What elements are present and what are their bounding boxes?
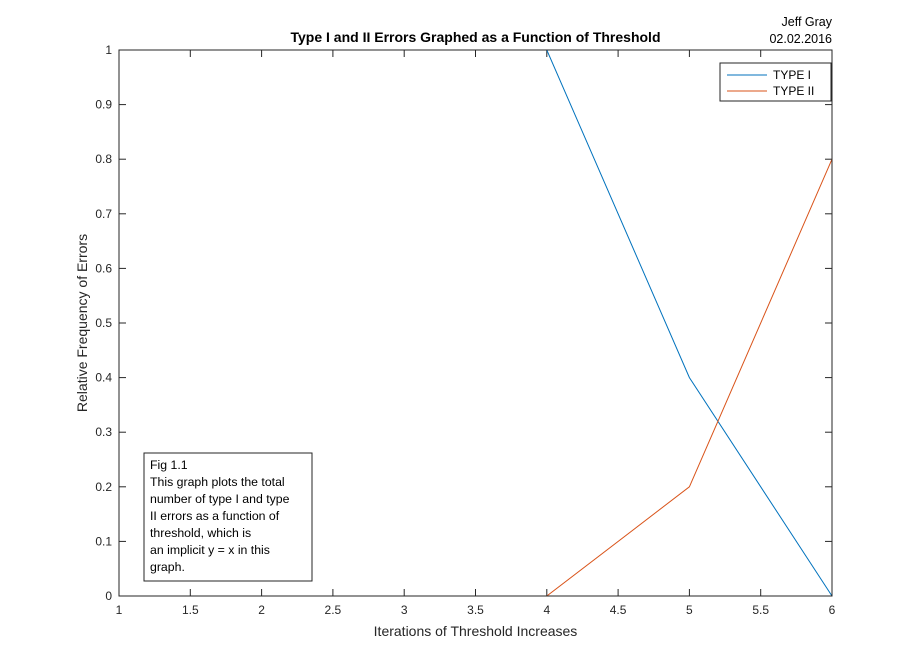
- y-tick-label: 0.2: [95, 480, 112, 494]
- annotation-line: graph.: [150, 560, 185, 574]
- legend-box: [719, 62, 832, 102]
- x-tick-label: 5.5: [752, 603, 769, 617]
- y-tick-label: 0.1: [95, 534, 112, 548]
- y-tick-label: 0.7: [95, 207, 112, 221]
- annotation-line: This graph plots the total: [150, 475, 285, 489]
- x-tick-label: 2: [258, 603, 265, 617]
- y-tick-label: 0: [105, 589, 112, 603]
- axis-ticks: 1 1.5 2 2.5 3 3.5 4 4.5 5 5.5 6 0 0.1 0.2 0.3 0.4 0.5 0.6…: [95, 43, 835, 617]
- x-tick-label: 4.5: [610, 603, 627, 617]
- x-tick-label: 4: [543, 603, 550, 617]
- annotation-frame: [143, 452, 313, 582]
- y-tick-label: 0.3: [95, 425, 112, 439]
- annotation-box: Fig 1.1 This graph plots the total numbe…: [143, 452, 313, 582]
- annotation-line: II errors as a function of: [150, 509, 280, 523]
- x-tick-label: 3.5: [467, 603, 484, 617]
- chart-title: Type I and II Errors Graphed as a Functi…: [290, 29, 660, 45]
- legend-label-type-ii: TYPE II: [773, 84, 814, 98]
- annotation-line: threshold, which is: [150, 526, 251, 540]
- annotation-line: Fig 1.1: [150, 458, 188, 472]
- y-tick-label: 0.5: [95, 316, 112, 330]
- y-tick-label: 1: [105, 43, 112, 57]
- annotation-line: number of type I and type: [150, 492, 290, 506]
- legend-label-type-i: TYPE I: [773, 68, 811, 82]
- y-tick-label: 0.9: [95, 98, 112, 112]
- date-label: 02.02.2016: [769, 32, 832, 46]
- legend: TYPE I TYPE II: [719, 62, 832, 102]
- x-axis-label: Iterations of Threshold Increases: [374, 623, 578, 639]
- y-tick-label: 0.8: [95, 152, 112, 166]
- y-tick-label: 0.6: [95, 261, 112, 275]
- x-tick-label: 3: [401, 603, 408, 617]
- annotation-line: an implicit y = x in this: [150, 543, 270, 557]
- axes-frame: [118, 49, 833, 597]
- y-axis-label: Relative Frequency of Errors: [74, 234, 90, 412]
- x-tick-label: 2.5: [325, 603, 342, 617]
- x-tick-label: 6: [829, 603, 836, 617]
- x-tick-label: 1: [116, 603, 123, 617]
- x-tick-label: 5: [686, 603, 693, 617]
- author-name: Jeff Gray: [782, 15, 833, 29]
- x-tick-label: 1.5: [182, 603, 199, 617]
- y-tick-label: 0.4: [95, 371, 112, 385]
